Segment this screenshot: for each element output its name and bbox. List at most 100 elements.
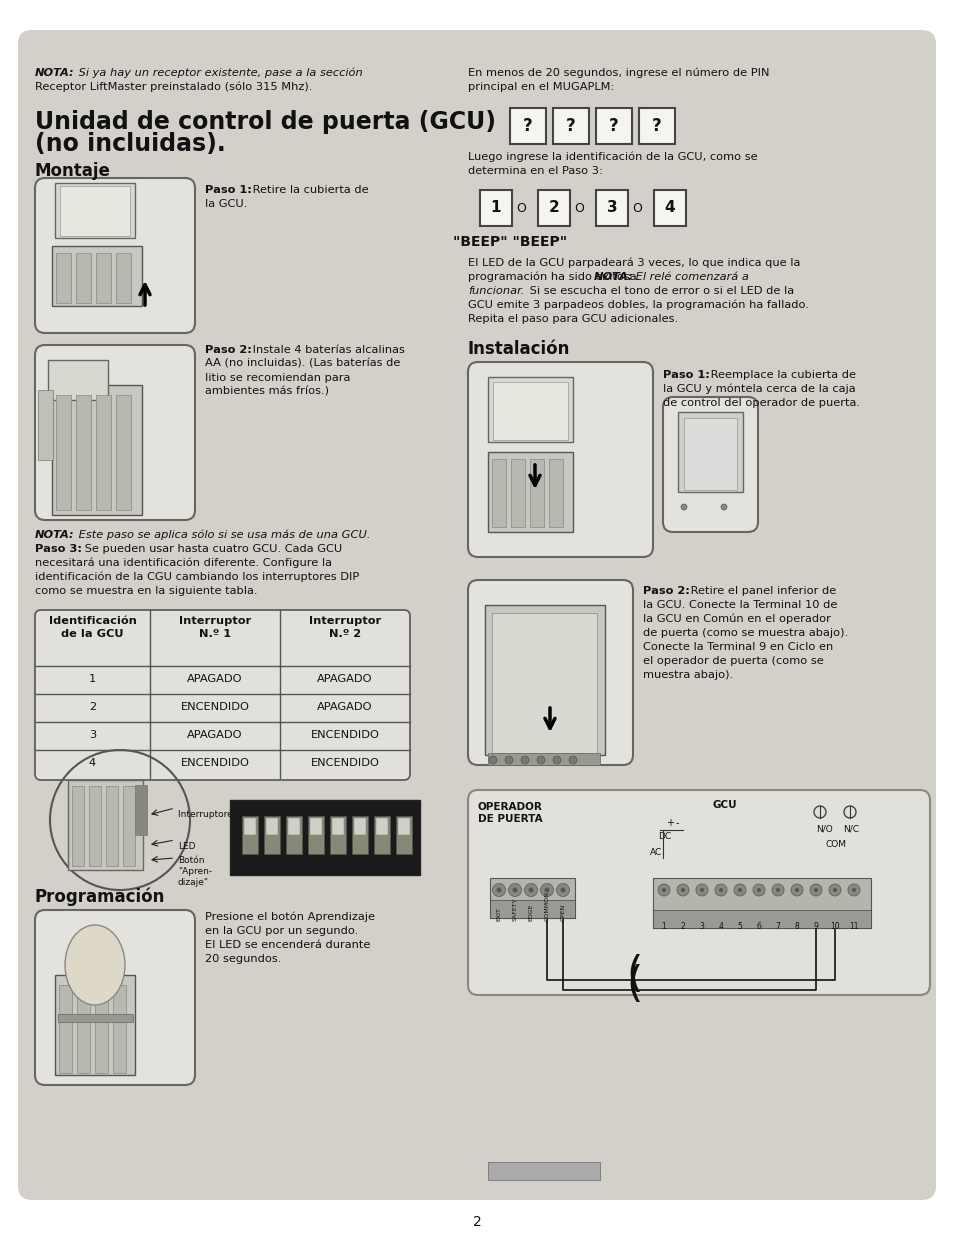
Text: Conecte la Terminal 9 en Ciclo en: Conecte la Terminal 9 en Ciclo en bbox=[642, 642, 832, 652]
Bar bbox=[116, 253, 131, 303]
Text: 6: 6 bbox=[756, 923, 760, 931]
Text: Este paso se aplica sólo si se usa más de una GCU.: Este paso se aplica sólo si se usa más d… bbox=[75, 530, 370, 541]
FancyBboxPatch shape bbox=[468, 362, 652, 557]
Text: COM: COM bbox=[825, 840, 846, 848]
FancyBboxPatch shape bbox=[662, 396, 758, 532]
Bar bbox=[123, 785, 135, 866]
Bar bbox=[60, 186, 130, 236]
Circle shape bbox=[661, 888, 665, 892]
Circle shape bbox=[556, 883, 569, 897]
Text: O: O bbox=[574, 201, 583, 215]
Circle shape bbox=[496, 888, 501, 893]
Text: 3: 3 bbox=[606, 200, 617, 215]
Text: ?: ? bbox=[522, 117, 533, 135]
Text: AC: AC bbox=[649, 848, 661, 857]
Text: El relé comenzará a: El relé comenzará a bbox=[631, 272, 748, 282]
Bar bbox=[488, 377, 573, 442]
Text: Paso 3:: Paso 3: bbox=[35, 543, 82, 555]
Bar bbox=[68, 781, 143, 869]
Bar bbox=[95, 986, 108, 1073]
FancyBboxPatch shape bbox=[35, 910, 194, 1086]
Circle shape bbox=[832, 888, 836, 892]
Text: NOTA:: NOTA: bbox=[594, 272, 633, 282]
Bar bbox=[76, 395, 91, 510]
Text: SAFETY: SAFETY bbox=[512, 898, 517, 921]
Bar bbox=[135, 785, 147, 835]
Text: (: ( bbox=[626, 953, 642, 995]
Text: ENCENDIDO: ENCENDIDO bbox=[180, 758, 249, 768]
Bar bbox=[490, 878, 575, 918]
Text: 7: 7 bbox=[379, 869, 384, 878]
Bar bbox=[652, 878, 870, 927]
Text: ENCENDIDO: ENCENDIDO bbox=[180, 701, 249, 713]
Text: ?: ? bbox=[652, 117, 661, 135]
Text: 9: 9 bbox=[813, 923, 818, 931]
Text: 5: 5 bbox=[335, 869, 340, 878]
Text: APAGADO: APAGADO bbox=[187, 730, 242, 740]
Text: COMMON: COMMON bbox=[544, 892, 549, 921]
Text: OPEN: OPEN bbox=[560, 904, 565, 921]
Bar bbox=[596, 107, 631, 144]
Circle shape bbox=[696, 884, 707, 897]
Bar bbox=[56, 253, 71, 303]
FancyBboxPatch shape bbox=[468, 790, 929, 995]
Text: 3: 3 bbox=[291, 869, 296, 878]
Bar bbox=[116, 395, 131, 510]
Text: APAGADO: APAGADO bbox=[187, 674, 242, 684]
Bar bbox=[55, 183, 135, 238]
Text: EXIT: EXIT bbox=[496, 908, 501, 921]
Bar bbox=[488, 452, 573, 532]
Text: O: O bbox=[632, 201, 641, 215]
Bar bbox=[244, 818, 255, 835]
Circle shape bbox=[680, 888, 684, 892]
Text: N/C: N/C bbox=[842, 825, 858, 834]
Text: necesitará una identificación diferente. Configure la: necesitará una identificación diferente.… bbox=[35, 558, 332, 568]
Bar bbox=[375, 818, 388, 835]
Text: 2: 2 bbox=[269, 869, 274, 878]
Text: Instalación: Instalación bbox=[468, 340, 570, 358]
Circle shape bbox=[752, 884, 764, 897]
Text: Reemplace la cubierta de: Reemplace la cubierta de bbox=[706, 370, 855, 380]
Bar bbox=[397, 818, 410, 835]
Bar bbox=[310, 818, 322, 835]
Text: como se muestra en la siguiente tabla.: como se muestra en la siguiente tabla. bbox=[35, 585, 257, 597]
Text: GCU: GCU bbox=[712, 800, 737, 810]
Text: WDE: WDE bbox=[375, 808, 410, 821]
Circle shape bbox=[544, 888, 549, 893]
Bar bbox=[56, 395, 71, 510]
Bar bbox=[71, 785, 84, 866]
Circle shape bbox=[828, 884, 841, 897]
Text: El LED de la GCU parpadeará 3 veces, lo que indica que la: El LED de la GCU parpadeará 3 veces, lo … bbox=[468, 258, 800, 268]
Bar bbox=[96, 253, 111, 303]
Circle shape bbox=[553, 756, 560, 764]
Text: Paso 1:: Paso 1: bbox=[205, 185, 252, 195]
FancyBboxPatch shape bbox=[35, 345, 194, 520]
Text: Identificación: Identificación bbox=[49, 616, 136, 626]
Bar bbox=[242, 816, 257, 853]
Text: 6: 6 bbox=[357, 869, 362, 878]
Text: 5: 5 bbox=[737, 923, 741, 931]
Bar bbox=[488, 1162, 599, 1179]
Circle shape bbox=[700, 888, 703, 892]
Text: 4: 4 bbox=[89, 758, 96, 768]
Text: determina en el Paso 3:: determina en el Paso 3: bbox=[468, 165, 602, 177]
Text: 7: 7 bbox=[775, 923, 780, 931]
Text: Programación: Programación bbox=[35, 888, 165, 906]
Circle shape bbox=[537, 756, 544, 764]
Bar bbox=[76, 253, 91, 303]
Circle shape bbox=[719, 888, 722, 892]
Bar bbox=[308, 816, 324, 853]
Text: 3: 3 bbox=[699, 923, 703, 931]
FancyBboxPatch shape bbox=[468, 580, 633, 764]
Bar bbox=[352, 816, 368, 853]
Text: identificación de la CGU cambiando los interruptores DIP: identificación de la CGU cambiando los i… bbox=[35, 572, 359, 583]
Text: Se pueden usar hasta cuatro GCU. Cada GCU: Se pueden usar hasta cuatro GCU. Cada GC… bbox=[81, 543, 342, 555]
Text: ON: ON bbox=[240, 808, 262, 821]
Bar bbox=[286, 816, 302, 853]
Bar bbox=[89, 785, 101, 866]
Circle shape bbox=[512, 888, 517, 893]
Bar bbox=[96, 395, 111, 510]
Bar bbox=[106, 785, 118, 866]
FancyBboxPatch shape bbox=[35, 178, 194, 333]
Text: ambientes más fríos.): ambientes más fríos.) bbox=[205, 387, 329, 396]
